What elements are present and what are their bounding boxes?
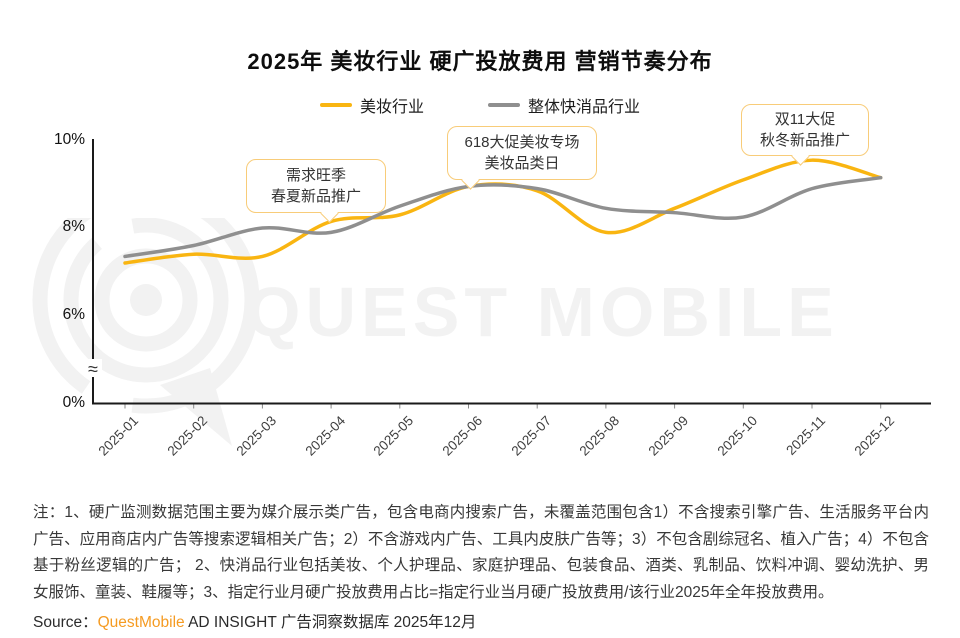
legend-item-fmcg: 整体快消品行业 [488,93,640,117]
chart-legend: 美妆行业 整体快消品行业 [0,93,960,117]
footnotes: 注：1、硬广监测数据范围主要为媒介展示类广告，包含电商内搜索广告，未覆盖范围包含… [33,504,929,601]
legend-item-beauty: 美妆行业 [319,93,424,117]
annotation-double11: 双11大促 秋冬新品推广 [741,104,869,166]
fmcg-line-swatch [488,103,520,107]
annotation-text: 春夏新品推广 [270,188,361,205]
annotation-text: 双11大促 [774,111,836,128]
source-prefix: Source： [33,614,98,631]
annotation-text: 美妆品类日 [484,155,560,172]
source-brand: QuestMobile [97,614,185,631]
x-axis-label: 2025-10 [714,413,760,459]
x-axis-label: 2025-04 [302,413,348,459]
beauty-line-swatch [319,103,352,107]
x-axis-label: 2025-08 [576,413,623,459]
watermark-logo-icon [32,218,260,446]
x-axis-label: 2025-07 [508,413,554,459]
x-axis-label: 2025-09 [645,413,692,459]
x-axis-label: 2025-05 [370,413,417,459]
y-axis-label: 10% [53,130,85,148]
x-axis-label: 2025-12 [851,413,898,459]
source-line: Source：QuestMobile AD INSIGHT 广告洞察数据库 20… [33,610,476,632]
annotation-text: 需求旺季 [285,167,346,184]
legend-label: 美妆行业 [359,99,424,116]
x-axis-label: 2025-11 [783,413,829,458]
watermark-text: QUEST MOBILE [246,273,839,351]
chart-title: 2025年 美妆行业 硬广投放费用 营销节奏分布 [247,49,713,74]
annotation-text: 秋冬新品推广 [759,132,850,149]
x-axis-label: 2025-06 [439,413,486,459]
annotation-618: 618大促美妆专场 美妆品类日 [447,126,597,190]
annotation-spring-summer: 需求旺季 春夏新品推广 [246,159,386,223]
legend-label: 整体快消品行业 [528,99,641,116]
source-rest: AD INSIGHT 广告洞察数据库 2025年12月 [184,614,477,631]
annotation-text: 618大促美妆专场 [464,134,580,151]
